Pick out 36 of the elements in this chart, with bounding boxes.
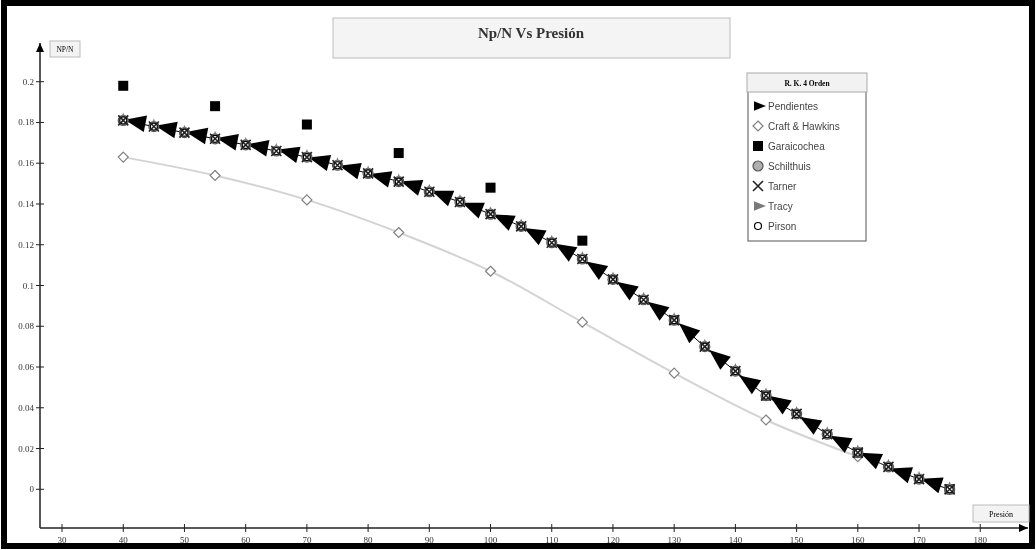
- x-tick-label: 180: [973, 535, 988, 545]
- x-tick-label: 140: [728, 535, 743, 545]
- x-tick-label: 70: [302, 535, 312, 545]
- y-tick-label: 0: [29, 484, 35, 495]
- y-tick-label: 0.1: [22, 280, 34, 291]
- y-tick-label: 0.06: [18, 362, 35, 373]
- x-tick-label: 150: [789, 535, 804, 545]
- legend-label: Pirson: [768, 220, 797, 232]
- legend-label: Tarner: [768, 180, 798, 192]
- legend-label: Garaicochea: [768, 140, 826, 152]
- x-tick-label: 50: [179, 535, 190, 545]
- y-tick-label: 0.12: [18, 239, 34, 250]
- x-tick-label: 30: [57, 535, 68, 545]
- legend-label: Tracy: [768, 200, 793, 212]
- x-tick-label: 100: [483, 535, 498, 545]
- y-tick-label: 0.18: [18, 117, 35, 128]
- y-tick-label: 0.04: [18, 402, 35, 413]
- chart-title: Np/N Vs Presión: [477, 25, 585, 41]
- x-tick-label: 120: [606, 535, 621, 545]
- x-tick-label: 110: [545, 535, 559, 545]
- y-tick-label: 0.2: [22, 76, 34, 87]
- legend-label: Pendientes: [768, 100, 819, 112]
- y-tick-label: 0.14: [18, 198, 35, 209]
- x-tick-label: 130: [667, 535, 682, 545]
- x-tick-label: 90: [424, 535, 435, 545]
- x-tick-label: 40: [118, 535, 129, 545]
- x-tick-label: 160: [851, 535, 866, 545]
- legend-label: Schilthuis: [768, 160, 811, 172]
- x-axis-title: Presión: [989, 510, 1013, 519]
- x-tick-label: 60: [241, 535, 251, 545]
- legend-label: Craft & Hawkins: [768, 120, 840, 132]
- x-tick-label: 170: [912, 535, 927, 545]
- x-tick-label: 80: [363, 535, 374, 545]
- y-tick-label: 0.02: [18, 443, 34, 454]
- y-tick-label: 0.16: [18, 158, 35, 169]
- y-tick-label: 0.08: [18, 321, 35, 332]
